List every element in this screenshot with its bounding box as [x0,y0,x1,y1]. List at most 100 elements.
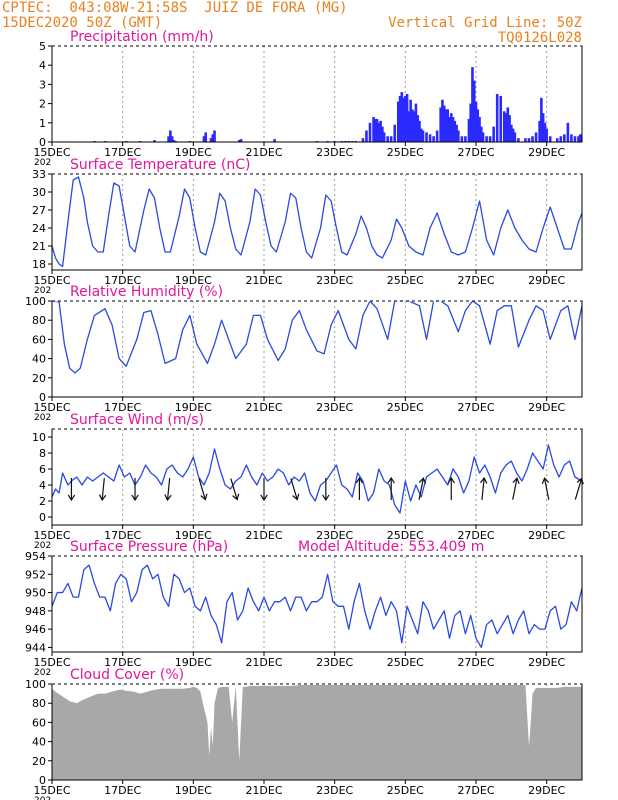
precip-bar [368,122,372,142]
precip-bar [379,120,382,142]
precip-bar [534,132,538,142]
precip-bar [467,118,471,142]
wind-xtick-label: 15DEC [33,529,70,542]
humidity-frame [51,300,583,398]
precip-bar [478,117,481,142]
pressure-xtick-label: 21DEC [245,656,282,669]
precip-bar [510,124,513,142]
wind-arrow-head [232,493,240,501]
wind-arrow-head [292,493,300,501]
precip-bar [545,128,548,142]
wind-arrow-head [67,494,76,502]
precip-bar [412,111,416,142]
precip-bar [578,134,582,142]
pressure-title: Surface Pressure (hPa) [70,539,228,555]
wind-arrow-head [387,476,395,484]
cloud-cover-ytick-label: 20 [32,755,46,768]
precip-bar [414,103,418,142]
precip-bar [411,109,414,142]
wind-arrow-head [322,494,330,502]
precipitation-ytick-label: 5 [39,40,46,53]
humidity-series-line [51,300,583,374]
wind-arrow-shaft [101,477,105,501]
model-code: TQ0126L028 [497,30,582,46]
precip-bar [405,94,409,142]
precip-bar [365,130,368,142]
cloud-cover-year-fragment: 202 [34,796,51,800]
precipitation-year-fragment: 202 [34,158,51,168]
precip-bar [488,136,492,142]
station-line: CPTEC: 043:08W-21:58S JUIZ DE FORA (MG) [2,0,348,16]
humidity-xtick-label: 19DEC [175,401,212,414]
temperature-xtick-label: 21DEC [245,274,282,287]
pressure-xtick-label: 19DEC [175,656,212,669]
precip-bar [508,115,511,142]
cloud-cover-xtick-label: 25DEC [387,784,424,797]
precip-bar [504,113,508,142]
humidity-xtick-label: 27DEC [457,401,494,414]
precip-bar [495,94,499,142]
temperature-title: Surface Temperature (nC) [70,157,251,173]
precip-bar [460,136,464,142]
precip-bar [428,134,432,142]
wind-xtick-label: 19DEC [175,529,212,542]
precip-bar [213,130,216,142]
cloud-cover-area [52,684,582,780]
precip-bar [449,113,453,142]
wind-arrow-shaft [512,478,518,500]
precip-bar [167,136,170,142]
wind-xtick-label: 23DEC [316,529,353,542]
humidity-xtick-label: 21DEC [245,401,282,414]
wind-title: Surface Wind (m/s) [70,412,204,428]
precip-bar [404,95,407,142]
cloud-cover-ytick-label: 100 [25,678,46,691]
pressure-ytick-label: 944 [25,641,46,654]
cloud-cover-xtick-label: 19DEC [175,784,212,797]
humidity-ytick-label: 0 [39,391,46,404]
precipitation-xtick-label: 23DEC [316,146,353,159]
temperature-ytick-label: 24 [32,222,46,235]
precip-bar [153,140,156,142]
pressure-ytick-label: 952 [25,568,46,581]
temperature-xtick-label: 15DEC [33,274,70,287]
precip-bar [273,139,276,142]
precip-bar [209,138,213,142]
precip-bar [538,120,541,142]
precip-bar [570,134,573,142]
precip-bar [476,109,480,142]
precip-bar [527,138,531,142]
precip-bar [442,105,446,142]
precipitation-ytick-label: 4 [39,59,46,72]
humidity-xtick-label: 29DEC [528,401,565,414]
precipitation-frame [51,45,583,143]
precip-bar [169,130,172,142]
precipitation-title: Precipitation (mm/h) [70,29,214,45]
precipitation-xtick-label: 17DEC [104,146,141,159]
wind-arrow-shaft [166,477,171,501]
wind-arrow-shaft [230,478,238,500]
pressure-ytick-label: 948 [25,605,46,618]
temperature-ytick-label: 27 [32,204,46,217]
temperature-xtick-label: 27DEC [457,274,494,287]
humidity-ytick-label: 20 [32,372,46,385]
cloud-cover-ytick-label: 80 [32,697,46,710]
wind-arrow-shaft [290,478,298,500]
precipitation-ytick-label: 2 [39,98,46,111]
precip-bar [416,115,419,142]
temperature-xtick-label: 17DEC [104,274,141,287]
wind-arrow-head [512,477,520,485]
pressure-subtitle: Model Altitude: 553.409 m [298,539,484,555]
precip-bar [511,128,515,142]
precip-bar [499,95,503,142]
precip-bar [398,95,402,142]
wind-xtick-label: 27DEC [457,529,494,542]
wind-ytick-label: 0 [39,511,46,524]
precipitation-ytick-label: 1 [39,117,46,130]
precip-bar [409,99,412,142]
precip-bar [517,138,520,142]
humidity-year-fragment: 202 [34,413,51,423]
precip-bar [361,138,365,142]
wind-arrow-head [541,477,550,485]
temperature-xtick-label: 25DEC [387,274,424,287]
